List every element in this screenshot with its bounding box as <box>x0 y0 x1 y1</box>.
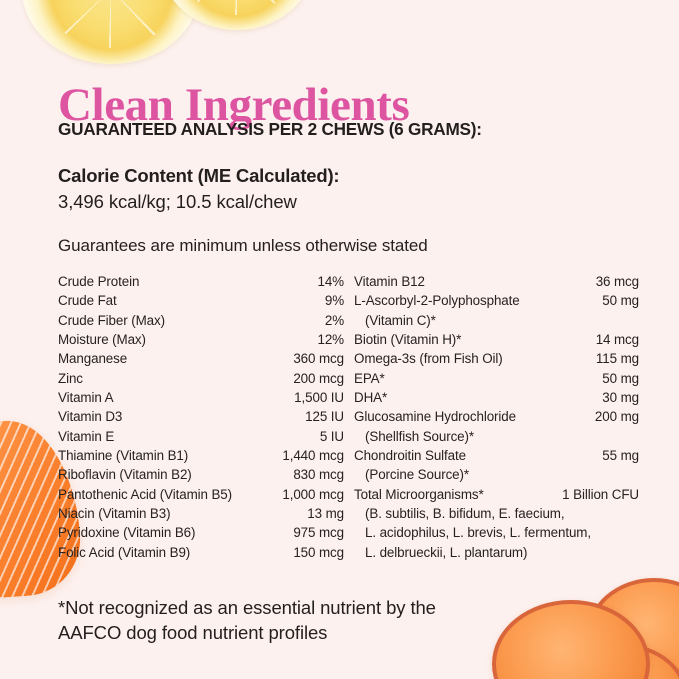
nutrition-row: Biotin (Vitamin H)* 14 mcg <box>354 332 639 351</box>
nutrition-row: Folic Acid (Vitamin B9) 150 mcg <box>58 545 344 564</box>
nutrient-value: 30 mg <box>602 390 639 406</box>
nutrition-row: DHA* 30 mg <box>354 390 639 409</box>
nutrition-row: Niacin (Vitamin B3) 13 mg <box>58 506 344 525</box>
nutrient-label: Vitamin A <box>58 390 114 406</box>
nutrient-value: 13 mg <box>307 506 344 522</box>
nutrient-label: Niacin (Vitamin B3) <box>58 506 171 522</box>
nutrient-label: (Vitamin C)* <box>365 312 436 328</box>
nutrient-value: 830 mcg <box>293 467 344 483</box>
nutrition-row: Vitamin E 5 IU <box>58 429 344 448</box>
nutrition-row: (Porcine Source)* <box>354 467 639 486</box>
nutrition-row: Thiamine (Vitamin B1) 1,440 mcg <box>58 448 344 467</box>
nutrient-label: Pyridoxine (Vitamin B6) <box>58 525 196 541</box>
guarantee-minimum-note: Guarantees are minimum unless otherwise … <box>58 236 428 255</box>
nutrient-value: 975 mcg <box>293 525 344 541</box>
nutrition-row: (B. subtilis, B. bifidum, E. faecium, <box>354 506 639 525</box>
nutrient-value: 1 Billion CFU <box>562 486 639 502</box>
nutrient-label: L. acidophilus, L. brevis, L. fermentum, <box>365 525 591 541</box>
nutrient-label: Thiamine (Vitamin B1) <box>58 448 189 464</box>
nutrient-value: 360 mcg <box>293 351 344 367</box>
nutrient-label: Crude Fat <box>58 293 117 309</box>
nutrition-row: L. acidophilus, L. brevis, L. fermentum, <box>354 525 639 544</box>
nutrient-label: (Shellfish Source)* <box>365 428 474 444</box>
nutrient-label: Glucosamine Hydrochloride <box>354 409 516 425</box>
nutrition-row: L-Ascorbyl-2-Polyphosphate 50 mg <box>354 293 639 312</box>
nutrient-label: Vitamin D3 <box>58 409 123 425</box>
nutrient-value: 55 mg <box>602 448 639 464</box>
nutrient-label: Moisture (Max) <box>58 332 146 348</box>
calorie-content-label: Calorie Content (ME Calculated): <box>58 165 340 186</box>
nutrition-row: Vitamin B12 36 mcg <box>354 274 639 293</box>
nutrient-value: 14 mcg <box>595 332 639 348</box>
nutrient-label: (Porcine Source)* <box>365 467 469 483</box>
nutrient-value: 1,500 IU <box>294 390 344 406</box>
nutrition-row: Vitamin D3 125 IU <box>58 409 344 428</box>
nutrition-row: Zinc 200 mcg <box>58 371 344 390</box>
nutrition-row: Riboflavin (Vitamin B2) 830 mcg <box>58 467 344 486</box>
nutrition-row: Pantothenic Acid (Vitamin B5) 1,000 mcg <box>58 487 344 506</box>
nutrient-value: 200 mcg <box>293 370 344 386</box>
nutrition-row: EPA* 50 mg <box>354 371 639 390</box>
nutrient-label: Biotin (Vitamin H)* <box>354 332 462 348</box>
nutrient-value: 50 mg <box>602 370 639 386</box>
nutrient-label: EPA* <box>354 370 385 386</box>
nutrient-label: Zinc <box>58 370 83 386</box>
page-title: Clean Ingredients <box>58 79 410 132</box>
nutrient-label: Omega-3s (from Fish Oil) <box>354 351 503 367</box>
aafco-footnote: *Not recognized as an essential nutrient… <box>58 597 436 643</box>
nutrition-column-right: Vitamin B12 36 mcg L-Ascorbyl-2-Polyphosph… <box>354 274 639 564</box>
nutrition-row: Crude Protein 14% <box>58 274 344 293</box>
nutrient-value: 150 mcg <box>293 544 344 560</box>
nutrient-label: (B. subtilis, B. bifidum, E. faecium, <box>365 506 565 522</box>
nutrition-column-left: Crude Protein 14% Crude Fat 9% Crude Fiber (… <box>58 274 344 564</box>
nutrient-value: 14% <box>317 274 344 289</box>
nutrient-label: L. delbrueckii, L. plantarum) <box>365 544 528 560</box>
nutrient-value: 5 IU <box>319 428 344 444</box>
nutrition-row: Crude Fiber (Max) 2% <box>58 313 344 332</box>
guaranteed-analysis-heading: GUARANTEED ANALYSIS PER 2 CHEWS (6 GRAMS… <box>58 119 482 139</box>
nutrition-row: (Vitamin C)* <box>354 313 639 332</box>
nutrient-label: Pantothenic Acid (Vitamin B5) <box>58 486 233 502</box>
nutrition-row: Pyridoxine (Vitamin B6) 975 mcg <box>58 525 344 544</box>
nutrient-label: Riboflavin (Vitamin B2) <box>58 467 192 483</box>
nutrient-label: Folic Acid (Vitamin B9) <box>58 544 191 560</box>
nutrient-label: Chondroitin Sulfate <box>354 448 466 464</box>
nutrient-label: Crude Protein <box>58 274 140 289</box>
nutrient-value: 115 mg <box>595 351 639 367</box>
nutrition-row: Moisture (Max) 12% <box>58 332 344 351</box>
nutrient-label: DHA* <box>354 390 388 406</box>
nutrient-label: L-Ascorbyl-2-Polyphosphate <box>354 293 520 309</box>
nutrient-value: 2% <box>324 312 344 328</box>
nutrition-row: L. delbrueckii, L. plantarum) <box>354 545 639 564</box>
nutrient-label: Manganese <box>58 351 128 367</box>
calorie-content-value: 3,496 kcal/kg; 10.5 kcal/chew <box>58 191 297 212</box>
nutrient-value: 1,000 mcg <box>282 486 344 502</box>
nutrient-value: 50 mg <box>602 293 639 309</box>
nutrient-value: 12% <box>317 332 344 348</box>
nutrition-row: Vitamin A 1,500 IU <box>58 390 344 409</box>
nutrient-value: 125 IU <box>305 409 344 425</box>
nutrition-row: (Shellfish Source)* <box>354 429 639 448</box>
nutrient-value: 36 mcg <box>595 274 639 289</box>
nutrient-label: Total Microorganisms* <box>354 486 484 502</box>
nutrient-label: Vitamin B12 <box>354 274 425 289</box>
nutrient-value: 1,440 mcg <box>282 448 344 464</box>
nutrition-row: Glucosamine Hydrochloride 200 mg <box>354 409 639 428</box>
nutrition-row: Chondroitin Sulfate 55 mg <box>354 448 639 467</box>
nutrient-value: 200 mg <box>594 409 639 425</box>
nutrition-row: Crude Fat 9% <box>58 293 344 312</box>
nutrition-row: Manganese 360 mcg <box>58 351 344 370</box>
nutrient-label: Vitamin E <box>58 428 115 444</box>
nutrition-row: Omega-3s (from Fish Oil) 115 mg <box>354 351 639 370</box>
nutrient-value: 9% <box>324 293 344 309</box>
nutrition-row: Total Microorganisms* 1 Billion CFU <box>354 487 639 506</box>
nutrient-label: Crude Fiber (Max) <box>58 312 165 328</box>
